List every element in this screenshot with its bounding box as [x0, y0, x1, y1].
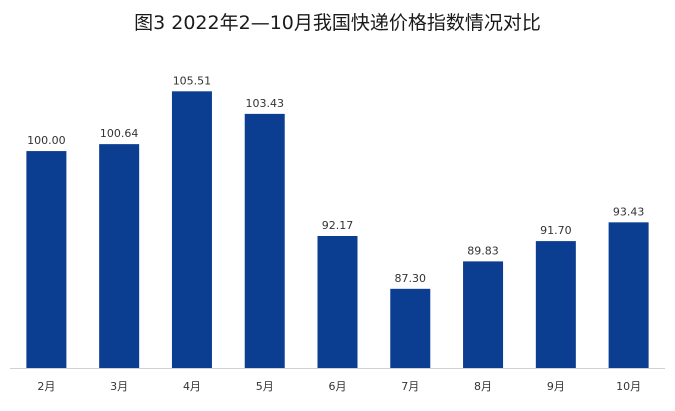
bar-7	[463, 261, 504, 368]
bar-1	[26, 151, 67, 368]
value-label-4: 103.43	[245, 97, 284, 110]
x-tick-label-3: 4月	[183, 380, 201, 393]
value-label-5: 92.17	[322, 219, 354, 232]
bar-4	[244, 113, 285, 368]
x-tick-label-6: 7月	[401, 380, 419, 393]
bar-8	[535, 241, 576, 368]
x-tick-label-9: 10月	[616, 380, 641, 393]
x-tick-label-7: 8月	[474, 380, 492, 393]
x-tick-label-4: 5月	[256, 380, 274, 393]
bar-5	[317, 236, 358, 368]
value-label-8: 91.70	[540, 224, 572, 237]
x-tick-label-5: 6月	[329, 380, 347, 393]
bar-3	[171, 91, 212, 369]
value-label-9: 93.43	[613, 205, 645, 218]
value-label-1: 100.00	[27, 134, 66, 147]
bar-9	[608, 222, 649, 368]
x-tick-label-2: 3月	[110, 380, 128, 393]
bar-6	[390, 288, 431, 368]
x-tick-label-8: 9月	[547, 380, 565, 393]
x-tick-label-1: 2月	[37, 380, 55, 393]
value-label-2: 100.64	[100, 127, 139, 140]
bar-2	[99, 144, 140, 368]
value-label-3: 105.51	[173, 74, 212, 87]
value-label-7: 89.83	[467, 244, 499, 257]
value-label-6: 87.30	[395, 272, 427, 285]
chart-title: 图3 2022年2—10月我国快递价格指数情况对比	[134, 12, 541, 34]
